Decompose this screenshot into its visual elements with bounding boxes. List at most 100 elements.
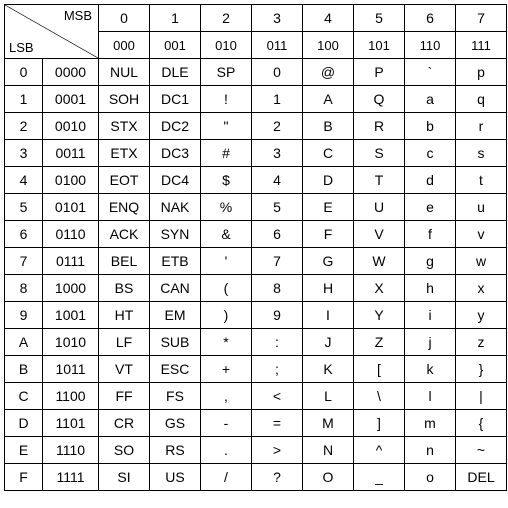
ascii-cell: U [354,194,405,221]
ascii-cell: < [252,383,303,410]
ascii-cell: 3 [252,140,303,167]
ascii-cell: R [354,113,405,140]
ascii-cell: FS [150,383,201,410]
ascii-cell: A [303,86,354,113]
table-row: 70111BELETB'7GWgw [5,248,507,275]
ascii-cell: c [405,140,456,167]
ascii-cell: V [354,221,405,248]
ascii-cell: FF [99,383,150,410]
ascii-cell: i [405,302,456,329]
ascii-cell: f [405,221,456,248]
lsb-label: LSB [9,40,34,55]
ascii-cell: * [201,329,252,356]
ascii-cell: 8 [252,275,303,302]
ascii-cell: ^ [354,437,405,464]
header-diagonal-cell: MSBLSB [5,5,99,59]
ascii-cell: ESC [150,356,201,383]
ascii-cell: l [405,383,456,410]
ascii-cell: x [456,275,507,302]
ascii-cell: ENQ [99,194,150,221]
ascii-cell: T [354,167,405,194]
ascii-cell: : [252,329,303,356]
ascii-cell: N [303,437,354,464]
ascii-cell: Z [354,329,405,356]
row-lsb: F [5,464,43,491]
ascii-cell: L [303,383,354,410]
ascii-cell: [ [354,356,405,383]
ascii-cell: h [405,275,456,302]
ascii-cell: NAK [150,194,201,221]
ascii-cell: Y [354,302,405,329]
ascii-cell: 7 [252,248,303,275]
row-lsb: B [5,356,43,383]
row-bits: 1100 [43,383,99,410]
ascii-cell: @ [303,59,354,86]
col-header-dec: 0 [99,5,150,32]
ascii-cell: % [201,194,252,221]
table-row: F1111SIUS/?O_oDEL [5,464,507,491]
ascii-cell: X [354,275,405,302]
ascii-cell: q [456,86,507,113]
row-bits: 0001 [43,86,99,113]
ascii-cell: E [303,194,354,221]
row-bits: 1000 [43,275,99,302]
col-header-bin: 010 [201,32,252,59]
ascii-cell: v [456,221,507,248]
ascii-table: MSBLSB0123456700000101001110010111011100… [4,4,507,491]
ascii-cell: ( [201,275,252,302]
row-bits: 1110 [43,437,99,464]
ascii-cell: S [354,140,405,167]
ascii-cell: ! [201,86,252,113]
col-header-dec: 7 [456,5,507,32]
ascii-cell: { [456,410,507,437]
ascii-cell: > [252,437,303,464]
table-row: 10001SOHDC1!1AQaq [5,86,507,113]
ascii-cell: 1 [252,86,303,113]
ascii-cell: NUL [99,59,150,86]
ascii-cell: | [456,383,507,410]
ascii-cell: j [405,329,456,356]
col-header-dec: 4 [303,5,354,32]
ascii-cell: P [354,59,405,86]
ascii-cell: o [405,464,456,491]
ascii-cell: n [405,437,456,464]
ascii-cell: \ [354,383,405,410]
col-header-bin: 001 [150,32,201,59]
ascii-cell: SP [201,59,252,86]
col-header-bin: 101 [354,32,405,59]
ascii-cell: SI [99,464,150,491]
ascii-cell: HT [99,302,150,329]
table-row: 91001HTEM)9IYiy [5,302,507,329]
row-bits: 1001 [43,302,99,329]
ascii-cell: ETX [99,140,150,167]
ascii-cell: & [201,221,252,248]
col-header-dec: 2 [201,5,252,32]
row-lsb: 0 [5,59,43,86]
ascii-cell: D [303,167,354,194]
ascii-cell: K [303,356,354,383]
ascii-cell: g [405,248,456,275]
ascii-cell: w [456,248,507,275]
row-bits: 0100 [43,167,99,194]
col-header-bin: 000 [99,32,150,59]
ascii-cell: DC4 [150,167,201,194]
ascii-cell: DLE [150,59,201,86]
ascii-cell: BS [99,275,150,302]
ascii-cell: p [456,59,507,86]
ascii-cell: 2 [252,113,303,140]
row-lsb: C [5,383,43,410]
ascii-cell: LF [99,329,150,356]
ascii-cell: Q [354,86,405,113]
ascii-cell: BEL [99,248,150,275]
table-row: B1011VTESC+;K[k} [5,356,507,383]
ascii-cell: STX [99,113,150,140]
ascii-cell: a [405,86,456,113]
row-bits: 0011 [43,140,99,167]
ascii-cell: r [456,113,507,140]
ascii-cell: ] [354,410,405,437]
ascii-cell: I [303,302,354,329]
row-bits: 1111 [43,464,99,491]
ascii-cell: 6 [252,221,303,248]
table-row: A1010LFSUB*:JZjz [5,329,507,356]
col-header-dec: 5 [354,5,405,32]
